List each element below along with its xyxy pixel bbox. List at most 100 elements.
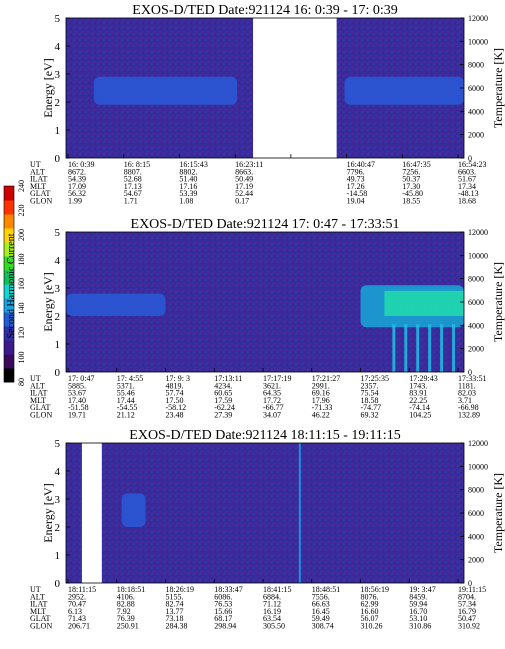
table-cell: 6603. (458, 167, 476, 176)
table-cell: 16.45 (312, 607, 330, 616)
table-cell: 62.99 (361, 600, 379, 609)
table-cell: 16:54:23 (458, 160, 486, 169)
row-label: ILAT (30, 175, 47, 184)
table-cell: 7.92 (117, 607, 131, 616)
table-cell: -71.33 (312, 403, 333, 412)
table-cell: 59.49 (312, 614, 330, 623)
table-cell: 52.68 (124, 175, 142, 184)
colorbar-segment (4, 242, 14, 257)
table-cell: 71.43 (68, 614, 86, 623)
table-cell: 27.39 (214, 411, 232, 420)
table-cell: 21.12 (117, 411, 135, 420)
table-cell: 16.79 (458, 607, 476, 616)
table-cell: 6086. (214, 592, 232, 601)
table-cell: 5885. (68, 381, 86, 390)
colorbar-segment (4, 326, 14, 341)
temperature-tick-label: 4000 (468, 321, 484, 330)
table-cell: 8704. (458, 592, 476, 601)
colorbar-tick-label: 240 (17, 180, 26, 192)
table-cell: 7556. (312, 592, 330, 601)
energy-band (66, 293, 166, 316)
temperature-tick-label: 2000 (468, 131, 484, 140)
energy-tick-label: 5 (55, 13, 61, 25)
colorbar: 240 220 200 180 160 140 120 100 80 (3, 180, 26, 386)
table-cell: 63.54 (263, 614, 281, 623)
table-cell: 206.71 (68, 622, 90, 631)
panel-2: EXOS-D/TED Date:921124 17: 0:47 - 17:33:… (30, 217, 505, 420)
table-cell: 19:11:15 (458, 585, 486, 594)
table-cell: -66.77 (263, 403, 284, 412)
energy-band (344, 76, 464, 105)
table-cell: 3.71 (458, 396, 472, 405)
table-cell: 51.40 (179, 175, 197, 184)
temperature-tick-label: 4000 (468, 532, 484, 541)
table-cell: 73.18 (166, 614, 184, 623)
colorbar-tick-label: 180 (17, 254, 26, 266)
table-cell: 3621. (263, 381, 281, 390)
temperature-tick-label: 6000 (468, 84, 484, 93)
energy-band (121, 493, 146, 527)
colorbar-segment (4, 368, 14, 383)
vertical-streak (428, 324, 432, 372)
temperature-tick-label: 6000 (468, 298, 484, 307)
colorbar-segment (4, 256, 14, 271)
table-cell: 17.59 (214, 396, 232, 405)
colorbar-label: Second Harmonic Current (6, 233, 17, 338)
table-cell: 82.03 (458, 389, 476, 398)
table-cell: 17:25:35 (361, 374, 389, 383)
table-cell: 17.13 (124, 182, 142, 191)
energy-tick-label: 5 (55, 438, 61, 450)
colorbar-segment (4, 298, 14, 313)
colorbar-tick-label: 120 (17, 327, 26, 339)
table-cell: 17.34 (458, 182, 476, 191)
table-cell: 13.77 (166, 607, 184, 616)
table-cell: 18:18:51 (117, 585, 145, 594)
vertical-streak (452, 324, 456, 372)
table-cell: 298.94 (214, 622, 236, 631)
table-cell: 18:41:15 (263, 585, 291, 594)
table-cell: -14.58 (347, 189, 368, 198)
table-cell: 310.86 (409, 622, 431, 631)
temperature-tick-label: 8000 (468, 275, 484, 284)
table-cell: 17.09 (68, 182, 86, 191)
table-cell: 17.44 (117, 396, 135, 405)
temperature-tick-label: 8000 (468, 61, 484, 70)
energy-tick-label: 1 (55, 339, 61, 351)
temperature-tick-label: 12000 (468, 228, 488, 237)
table-cell: 18:26:19 (166, 585, 194, 594)
table-cell: 8076. (361, 592, 379, 601)
row-label: MLT (30, 182, 46, 191)
colorbar-tick-label: 100 (17, 352, 26, 364)
colorbar-tick-label: 80 (17, 378, 26, 386)
table-cell: 50.37 (402, 175, 420, 184)
energy-band (93, 76, 238, 105)
table-cell: 76.39 (117, 614, 135, 623)
table-cell: -48.13 (458, 189, 479, 198)
vertical-streak (416, 324, 420, 372)
table-cell: 71.12 (263, 600, 281, 609)
temperature-tick-label: 0 (468, 368, 472, 377)
table-cell: 284.38 (166, 622, 188, 631)
table-cell: 49.73 (347, 175, 365, 184)
table-cell: 17: 0:47 (68, 374, 94, 383)
row-label: GLAT (30, 189, 51, 198)
table-cell: 7256. (402, 167, 420, 176)
table-cell: 17:13:11 (214, 374, 242, 383)
table-cell: 18:33:47 (214, 585, 242, 594)
energy-tick-label: 0 (55, 153, 61, 165)
table-cell: -62.24 (214, 403, 235, 412)
table-cell: 17:29:43 (409, 374, 437, 383)
colorbar-segment (4, 284, 14, 299)
panel-title: EXOS-D/TED Date:921124 17: 0:47 - 17:33:… (131, 217, 400, 232)
table-cell: 18:11:15 (68, 585, 96, 594)
energy-tick-label: 0 (55, 578, 61, 590)
table-cell: 18.55 (402, 197, 420, 206)
row-label: MLT (30, 396, 46, 405)
table-cell: -74.77 (361, 403, 382, 412)
table-cell: 53.67 (68, 389, 86, 398)
table-cell: 1.08 (179, 197, 193, 206)
table-cell: 68.17 (214, 614, 232, 623)
table-cell: 16: 0:39 (68, 160, 94, 169)
vertical-streak (392, 324, 396, 372)
temperature-tick-label: 10000 (468, 462, 488, 471)
